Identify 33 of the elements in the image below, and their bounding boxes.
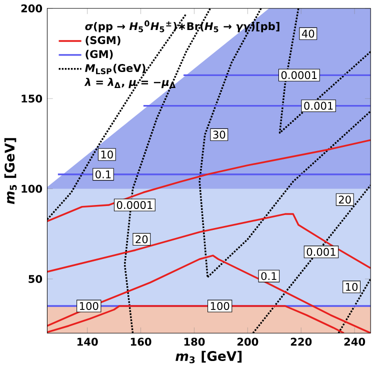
annotation: 100 xyxy=(80,302,98,310)
annotation: 20 xyxy=(136,235,148,244)
annotation: 0.0001 xyxy=(281,71,317,80)
annotation: 40 xyxy=(302,30,314,38)
annotation: 20 xyxy=(338,196,351,204)
annotation: 0.0001 xyxy=(116,201,152,209)
annotation: 0.1 xyxy=(261,272,276,280)
annotation: 10 xyxy=(346,282,358,291)
legend-label: (SGM) xyxy=(86,36,120,46)
y-tick-label: 150 xyxy=(22,94,42,103)
x-tick-label: 160 xyxy=(130,338,152,346)
x-tick-label: 240 xyxy=(344,338,366,346)
y-tick-label: 200 xyxy=(21,4,42,12)
legend-label: M$_{LSP}$(GeV) xyxy=(85,64,146,74)
annotation: 0.1 xyxy=(96,170,111,178)
legend-label: (GM) xyxy=(86,50,113,60)
annotation: 100 xyxy=(210,302,230,310)
line-series xyxy=(47,213,371,273)
x-tick-label: 180 xyxy=(184,338,205,346)
annotation: 0.001 xyxy=(306,248,336,256)
annotation: 10 xyxy=(101,150,113,158)
x-axis-title: m$_{3}$ [GeV] xyxy=(176,350,242,364)
annotation: 30 xyxy=(213,130,226,139)
text: σ(pp → H$_{5}$$^{0}$H$_{5}$$^{±}$)∗Br(H$_{5}$ → γγ)[pb] xyxy=(85,20,280,32)
y-tick-label: 50 xyxy=(28,274,42,283)
line-series xyxy=(47,254,371,334)
y-tick-label: 100 xyxy=(22,184,42,193)
y-axis-title: m$_{5}$ [GeV] xyxy=(4,138,17,204)
x-tick-label: 220 xyxy=(290,338,312,346)
x-tick-label: 200 xyxy=(238,338,258,346)
annotation: 0.001 xyxy=(304,102,333,110)
x-tick-label: 140 xyxy=(78,338,98,346)
line-series xyxy=(47,139,371,222)
